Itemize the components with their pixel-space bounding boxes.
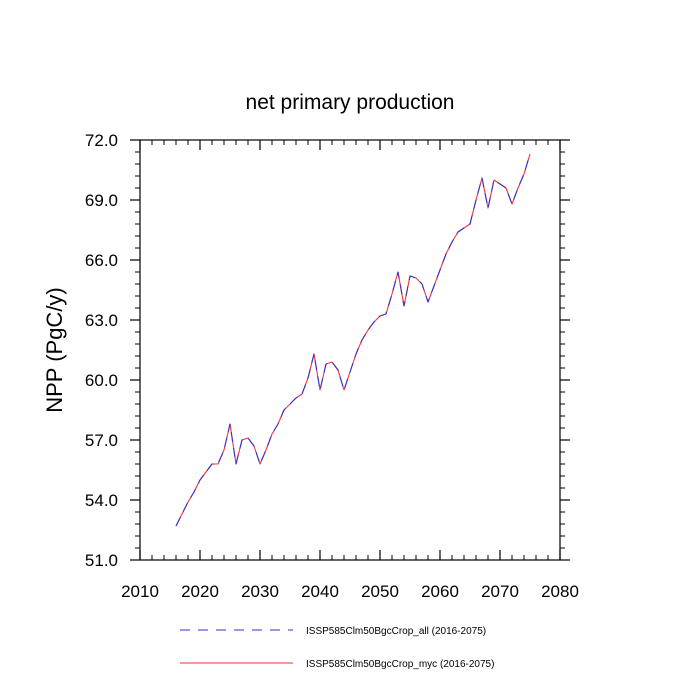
y-tick-label: 72.0 [85, 131, 118, 150]
x-tick-label: 2060 [421, 582, 459, 601]
plot-frame [139, 139, 561, 561]
y-tick-label: 51.0 [85, 551, 118, 570]
y-tick-label: 60.0 [85, 371, 118, 390]
axis-ticks [130, 139, 570, 561]
series-line-0 [175, 153, 531, 527]
series-lines [175, 153, 531, 527]
y-tick-label: 57.0 [85, 431, 118, 450]
y-tick-label: 63.0 [85, 311, 118, 330]
x-tick-label: 2010 [121, 582, 159, 601]
x-tick-label: 2080 [541, 582, 579, 601]
x-tick-label: 2020 [181, 582, 219, 601]
y-axis-label: NPP (PgC/y) [42, 287, 67, 413]
x-tick-label: 2040 [301, 582, 339, 601]
chart-title: net primary production [246, 91, 455, 114]
x-tick-label: 2070 [481, 582, 519, 601]
y-tick-label: 69.0 [85, 191, 118, 210]
x-tick-labels: 2010 2020 2030 2040 2050 2060 2070 2080 [121, 582, 579, 601]
y-tick-labels: 51.0 54.0 57.0 60.0 63.0 66.0 69.0 72.0 [85, 131, 118, 570]
legend-label-1: ISSP585Clm50BgcCrop_myc (2016-2075) [306, 659, 494, 670]
y-tick-label: 54.0 [85, 491, 118, 510]
legend-label-0: ISSP585Clm50BgcCrop_all (2016-2075) [306, 626, 486, 637]
x-tick-label: 2050 [361, 582, 399, 601]
x-tick-label: 2030 [241, 582, 279, 601]
series-line-1 [175, 153, 531, 527]
legend: ISSP585Clm50BgcCrop_all (2016-2075) ISSP5… [180, 626, 494, 670]
y-tick-label: 66.0 [85, 251, 118, 270]
